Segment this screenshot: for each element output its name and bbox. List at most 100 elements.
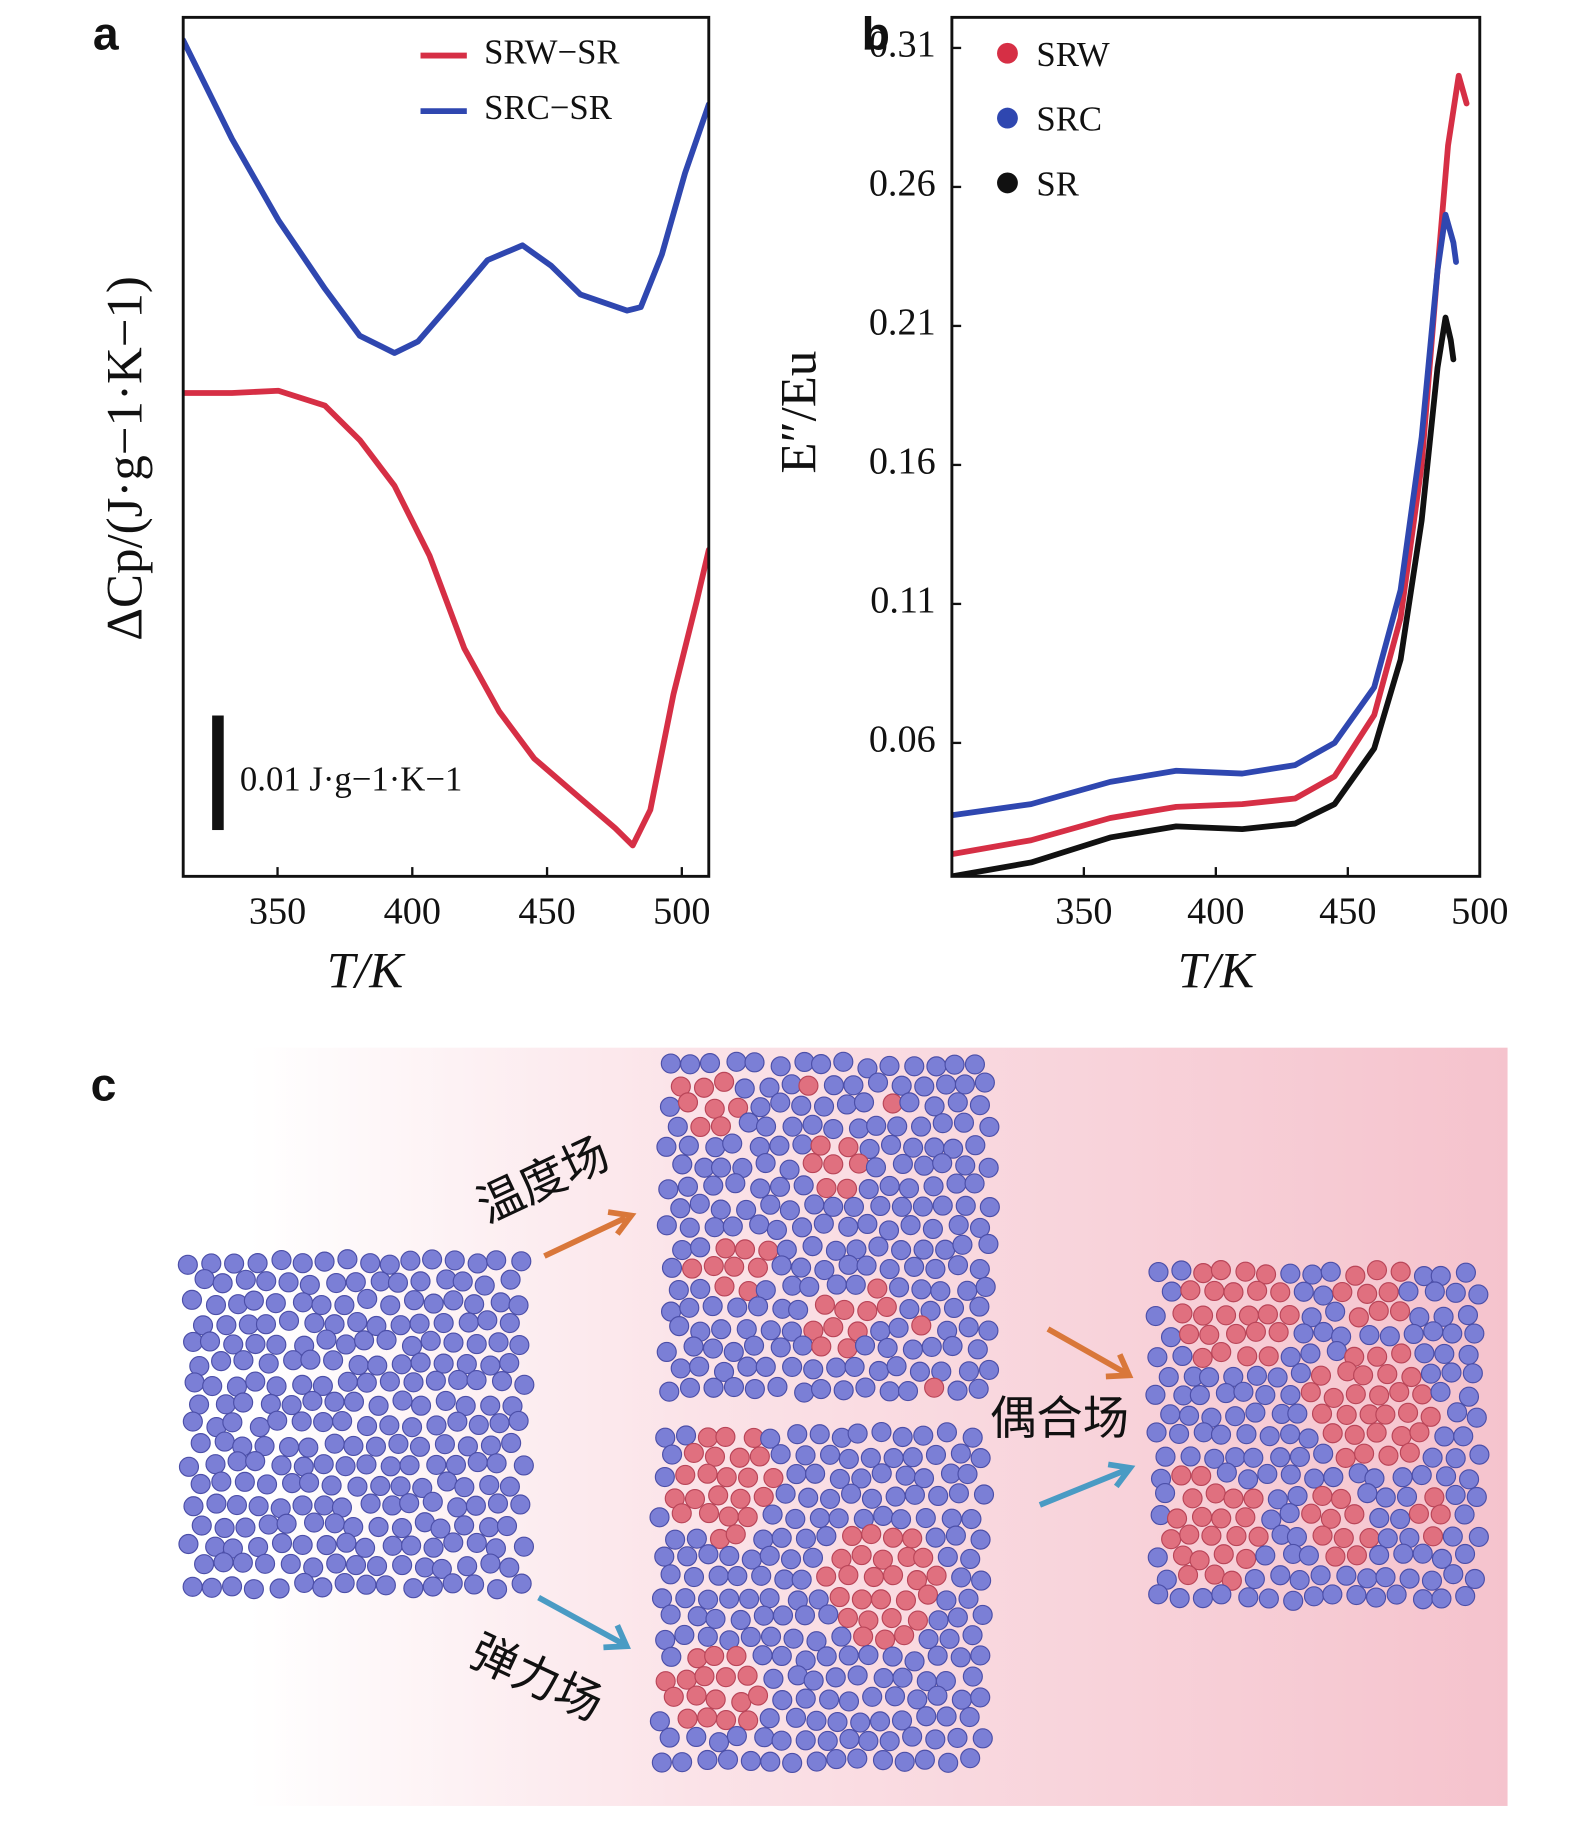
- particle: [1237, 1346, 1258, 1367]
- particle: [391, 1518, 413, 1539]
- particle: [978, 1233, 999, 1255]
- particle: [456, 1353, 477, 1375]
- particle: [1390, 1261, 1411, 1282]
- particle: [1210, 1260, 1232, 1281]
- particle: [759, 1708, 780, 1729]
- particle: [799, 1276, 820, 1297]
- particle: [1280, 1346, 1301, 1368]
- legend-label: SRW−SR: [484, 33, 620, 72]
- particle: [1258, 1346, 1279, 1367]
- particle: [970, 1448, 991, 1469]
- particle: [348, 1355, 369, 1376]
- particle: [838, 1691, 860, 1712]
- particle: [1300, 1382, 1321, 1403]
- particle: [750, 1178, 771, 1199]
- particle: [1199, 1324, 1220, 1345]
- particle: [1283, 1590, 1304, 1611]
- particle: [866, 1115, 887, 1136]
- particle: [233, 1350, 254, 1371]
- particle: [677, 1708, 698, 1729]
- particle: [672, 1752, 693, 1773]
- particle: [1398, 1281, 1419, 1302]
- particle: [924, 1377, 945, 1398]
- particle: [355, 1537, 376, 1558]
- panel-label: a: [93, 7, 120, 59]
- particle: [689, 1356, 710, 1377]
- particle: [184, 1372, 205, 1393]
- particle: [1369, 1544, 1390, 1566]
- particle: [671, 1503, 692, 1524]
- particle: [880, 1134, 902, 1155]
- particle: [370, 1271, 391, 1292]
- particle: [953, 1112, 975, 1133]
- particle: [928, 1610, 949, 1631]
- particle: [487, 1493, 509, 1514]
- particle: [1366, 1260, 1388, 1281]
- particle: [829, 1468, 850, 1489]
- particle: [1386, 1584, 1407, 1605]
- particle: [1457, 1305, 1479, 1326]
- particle: [466, 1334, 487, 1355]
- particle: [882, 1565, 904, 1586]
- particle: [423, 1537, 444, 1558]
- particle: [202, 1375, 223, 1397]
- particle: [178, 1456, 200, 1477]
- particle: [916, 1706, 937, 1727]
- particle: [426, 1454, 447, 1475]
- particle: [191, 1515, 212, 1536]
- particle: [683, 1442, 704, 1463]
- particle: [1453, 1426, 1474, 1447]
- particle: [177, 1254, 198, 1275]
- particle: [1189, 1550, 1210, 1571]
- particle: [1290, 1363, 1311, 1384]
- particle: [816, 1177, 837, 1199]
- particle: [749, 1214, 770, 1235]
- particle: [939, 1628, 960, 1649]
- particle: [299, 1274, 320, 1296]
- particle: [913, 1468, 935, 1489]
- particle: [433, 1312, 454, 1334]
- particle: [1332, 1281, 1353, 1303]
- particle: [661, 1257, 683, 1278]
- particle: [1391, 1343, 1412, 1364]
- panel-label: b: [862, 7, 890, 59]
- particle: [654, 1546, 675, 1567]
- particle: [1215, 1383, 1236, 1404]
- particle: [859, 1138, 880, 1160]
- x-tick-label: 450: [1319, 890, 1376, 932]
- particle: [715, 1710, 737, 1731]
- particle: [379, 1371, 400, 1392]
- x-tick-label: 400: [384, 890, 441, 932]
- particle: [345, 1272, 366, 1293]
- particle: [955, 1155, 976, 1176]
- particle: [1424, 1487, 1445, 1508]
- particle: [409, 1436, 431, 1457]
- particle: [943, 1297, 965, 1319]
- particle: [256, 1474, 278, 1495]
- particle: [962, 1666, 983, 1687]
- particle: [769, 1176, 791, 1197]
- particle: [1235, 1261, 1256, 1282]
- particle: [214, 1431, 235, 1452]
- particle: [467, 1452, 488, 1473]
- particle: [1346, 1545, 1367, 1566]
- particle: [947, 1092, 968, 1113]
- particle: [211, 1471, 232, 1492]
- particle: [366, 1315, 387, 1337]
- particle: [1221, 1570, 1242, 1591]
- particle: [443, 1332, 464, 1353]
- particle: [1412, 1543, 1433, 1564]
- particle: [380, 1295, 401, 1316]
- particle: [828, 1508, 849, 1529]
- particle: [740, 1626, 761, 1648]
- particle: [222, 1412, 243, 1433]
- particle: [1414, 1343, 1435, 1364]
- particle: [810, 1378, 832, 1400]
- particle: [1424, 1281, 1445, 1302]
- particle: [693, 1077, 715, 1098]
- particle: [772, 1605, 794, 1626]
- particle: [211, 1351, 232, 1372]
- particle: [719, 1588, 740, 1609]
- particle: [895, 1590, 917, 1611]
- particle: [924, 1096, 945, 1117]
